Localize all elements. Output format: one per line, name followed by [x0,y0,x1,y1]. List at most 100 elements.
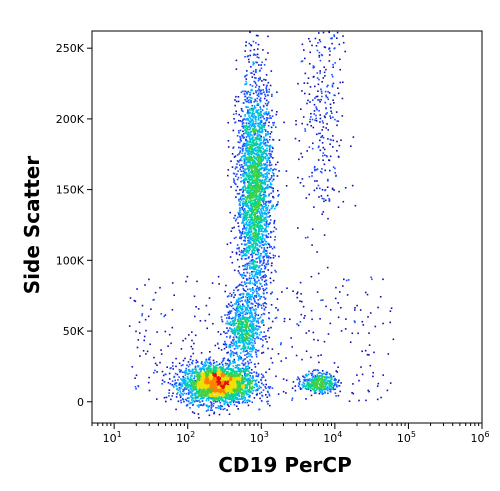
data-point [252,199,254,202]
data-point [250,228,252,231]
data-point [238,382,240,385]
data-point [204,395,207,398]
data-point [251,372,253,374]
data-point [272,230,275,233]
data-point [256,188,259,191]
data-point [249,147,251,149]
data-point [237,337,240,340]
data-point [269,281,272,284]
data-point [240,368,242,370]
data-point [237,377,239,379]
data-point [253,328,255,330]
data-point [192,385,195,388]
data-point [234,388,237,390]
data-point [246,156,248,159]
data-point [250,302,253,305]
data-point [185,405,188,407]
data-point [206,386,208,388]
data-point [227,376,230,379]
data-point [225,386,228,388]
data-point [189,407,191,409]
data-point [248,238,250,240]
data-point [206,390,208,393]
data-point [247,99,250,102]
data-point [248,240,251,242]
data-point [263,138,266,140]
data-point [177,391,179,394]
data-point [195,380,198,382]
data-point [249,220,251,222]
data-point [237,402,240,404]
data-point [192,383,194,385]
data-point [236,365,238,367]
data-point [254,328,257,331]
data-point [248,355,250,358]
data-point [258,217,260,219]
data-point [228,382,230,384]
data-point [242,239,245,242]
data-point [240,378,243,380]
data-point [253,175,255,178]
data-point [245,374,247,376]
data-point [259,146,262,148]
data-point [240,320,243,323]
data-point [171,395,173,397]
data-point [243,158,246,161]
data-point [229,304,231,307]
data-point [217,367,219,370]
data-point [264,288,267,291]
data-point [237,299,240,301]
data-point [229,353,232,356]
data-point [267,113,269,115]
data-point [248,298,251,301]
data-point [223,357,226,359]
data-point [251,246,254,248]
data-point [249,31,251,34]
data-point [228,405,230,408]
data-point [202,368,204,370]
data-point [233,379,236,381]
data-point [258,270,260,272]
data-point [184,374,187,377]
data-point [222,385,225,387]
data-point [242,122,245,124]
data-point [180,401,182,404]
data-point [235,112,238,115]
data-point [252,324,254,326]
data-point [238,250,241,253]
data-point [266,208,269,211]
data-point [235,398,238,401]
data-point [264,144,266,146]
data-point [249,390,252,392]
data-point [196,373,198,375]
data-point [228,323,231,326]
data-point [240,309,243,311]
data-point [241,376,244,378]
data-point [208,376,210,379]
data-point [238,215,241,218]
data-point [244,274,246,277]
data-point [259,316,262,318]
data-point [251,185,253,187]
data-point [229,383,231,386]
data-point [180,399,182,402]
data-point [240,293,242,295]
data-point [199,401,201,403]
data-point [264,243,266,245]
data-point [237,270,240,272]
data-point [259,157,262,159]
data-point [239,326,242,328]
data-point [255,129,257,132]
data-point [230,352,233,354]
data-point [265,214,268,216]
data-point [237,408,239,410]
data-point [253,177,255,179]
data-point [187,385,190,387]
data-point [229,372,232,374]
data-point [258,236,261,239]
data-point [248,207,250,209]
data-point [211,391,213,393]
data-point [249,374,252,377]
data-point [261,109,264,111]
data-point [247,132,249,134]
